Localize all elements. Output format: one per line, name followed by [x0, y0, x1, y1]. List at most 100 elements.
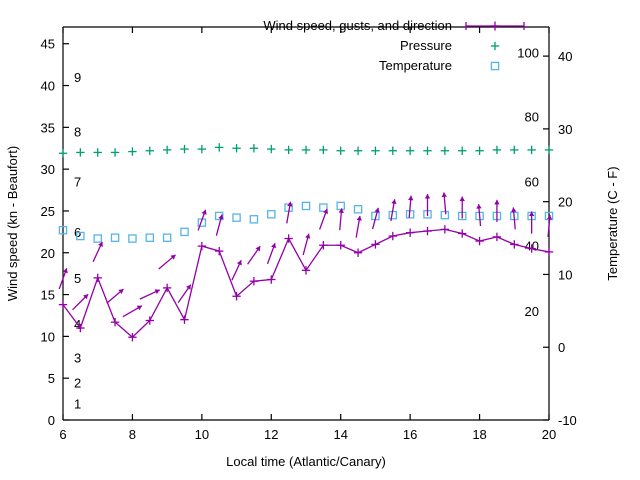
- beaufort-label: 7: [74, 175, 81, 190]
- chart-legend: Wind speed, gusts, and direction Pressure…: [263, 18, 525, 73]
- wind-arrow-head: [511, 207, 517, 213]
- plot-frame: [62, 26, 550, 421]
- wind-arrow: [371, 207, 380, 230]
- wind-arrow: [511, 207, 517, 230]
- beaufort-label: 3: [74, 350, 81, 365]
- temperature-point: [353, 205, 363, 214]
- x-tick-label: 18: [472, 427, 486, 442]
- temperature-point: [440, 210, 450, 220]
- wind-arrow-head: [136, 305, 142, 311]
- temperature-point: [301, 201, 311, 211]
- temperature-point: [249, 215, 259, 224]
- wind-arrow-head: [323, 208, 329, 215]
- temperature-point: [319, 203, 328, 212]
- y-tick-label: 20: [41, 246, 55, 261]
- wind-arrow-head: [356, 215, 362, 221]
- wind-arrow: [441, 192, 447, 215]
- wind-arrow: [424, 194, 431, 217]
- wind-arrow-head: [236, 260, 242, 266]
- wind-arrow-head: [374, 207, 380, 213]
- wind-arrow: [231, 260, 242, 281]
- x-tick-label: 6: [59, 427, 66, 442]
- x-tick-label: 8: [129, 427, 136, 442]
- fahrenheit-label: 100: [517, 45, 539, 60]
- wind-arrow-head: [494, 199, 500, 205]
- wind-arrow-head: [201, 209, 207, 215]
- y-axis-title: Wind speed (kn - Beaufort): [5, 146, 20, 301]
- y2-axis-title: Temperature (C - F): [605, 166, 620, 280]
- wind-arrow-head: [218, 214, 224, 220]
- temperature-point: [232, 213, 241, 222]
- fahrenheit-label: 80: [525, 110, 539, 125]
- wind-arrow-head: [459, 196, 465, 201]
- temperature-point: [93, 234, 102, 243]
- wind-arrow-head: [255, 246, 261, 252]
- x-axis-ticks: 6 8 10 12 14 16 18 20: [59, 27, 556, 442]
- y-tick-label: 35: [41, 120, 55, 135]
- y-tick-label: 45: [41, 37, 55, 52]
- wind-arrow-head: [441, 192, 447, 198]
- y-tick-label: 10: [41, 329, 55, 344]
- series-wind-speed: [58, 225, 554, 342]
- wind-arrow: [476, 204, 482, 227]
- legend-label: Wind speed, gusts, and direction: [263, 18, 452, 33]
- wind-arrow: [106, 288, 124, 304]
- y2-tick-label: 40: [558, 49, 572, 64]
- wind-arrow-head: [338, 208, 344, 213]
- wind-arrow: [158, 254, 176, 270]
- fahrenheit-label: 60: [525, 174, 539, 189]
- wind-arrow-head: [305, 233, 311, 239]
- wind-arrow: [58, 268, 68, 290]
- y2-tick-label: 10: [558, 267, 572, 282]
- temperature-point: [267, 210, 276, 219]
- wind-arrow: [355, 215, 362, 238]
- wind-arrow: [247, 245, 261, 265]
- temperature-point: [145, 233, 155, 242]
- temperature-point: [336, 201, 345, 211]
- legend-label: Temperature: [379, 58, 452, 73]
- x-tick-label: 12: [264, 427, 278, 442]
- wind-arrow: [122, 305, 143, 318]
- temperature-point: [110, 233, 120, 242]
- wind-arrow: [528, 211, 535, 234]
- y2-axis-ticks: -10 0 10 20 30 40: [543, 49, 577, 428]
- y2-tick-label: 30: [558, 122, 572, 137]
- beaufort-label: 2: [74, 375, 81, 390]
- y-tick-label: 0: [48, 413, 55, 428]
- y-tick-label: 15: [41, 288, 55, 303]
- wind-arrow: [197, 209, 207, 231]
- wind-arrow-head: [83, 294, 89, 300]
- wind-arrow: [494, 199, 500, 222]
- wind-arrow-head: [154, 289, 160, 295]
- temperature-point: [214, 211, 224, 221]
- wind-arrow-head: [424, 194, 431, 199]
- beaufort-label: 9: [74, 70, 81, 85]
- wind-arrow: [302, 233, 311, 256]
- wind-arrow-head: [287, 201, 293, 207]
- wind-arrow-head: [476, 204, 482, 209]
- fahrenheit-label: 20: [525, 304, 539, 319]
- wind-arrow-head: [170, 254, 176, 260]
- wind-arrow: [92, 241, 103, 263]
- temperature-point: [180, 227, 189, 237]
- x-tick-label: 16: [403, 427, 417, 442]
- axis-titles: Local time (Atlantic/Canary) Wind speed (…: [5, 146, 620, 469]
- wind-arrow: [286, 201, 293, 224]
- wind-arrow: [459, 196, 465, 219]
- wind-arrow-head: [118, 289, 124, 295]
- wind-arrow: [408, 195, 414, 218]
- wind-arrow-head: [546, 214, 553, 220]
- temperature-point: [162, 233, 172, 242]
- y-tick-label: 40: [41, 79, 55, 94]
- wind-arrow: [72, 293, 89, 311]
- y-tick-label: 25: [41, 204, 55, 219]
- wind-arrow: [215, 214, 224, 236]
- y-tick-label: 30: [41, 162, 55, 177]
- y2-tick-label: 0: [558, 340, 565, 355]
- y2-tick-label: -10: [558, 413, 577, 428]
- wind-arrow: [546, 214, 553, 237]
- temperature-point: [58, 225, 68, 235]
